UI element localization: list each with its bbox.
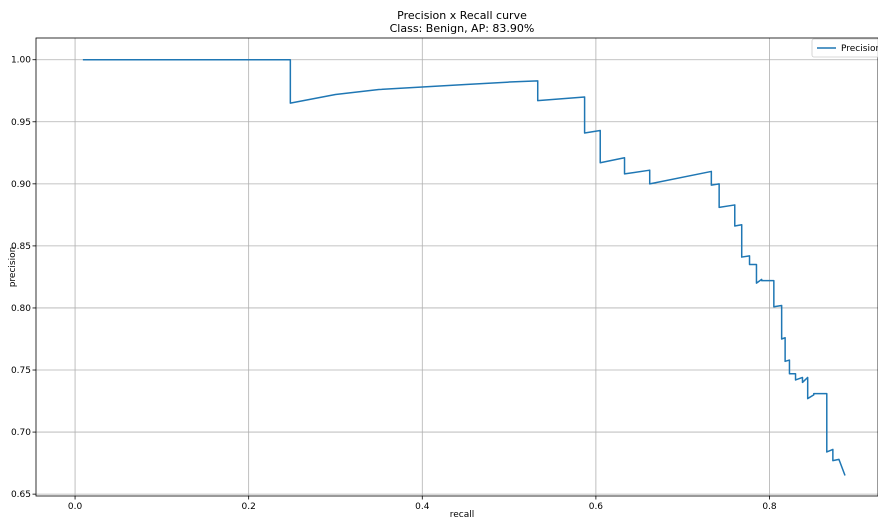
x-tick-label: 0.0 (68, 502, 83, 512)
y-tick-label: 0.90 (11, 180, 31, 190)
y-tick-label: 0.75 (11, 366, 31, 376)
x-tick-label: 0.4 (415, 502, 430, 512)
legend: Precision (811, 38, 878, 58)
x-tick-label: 0.8 (762, 502, 777, 512)
legend-box (811, 38, 878, 58)
y-tick-label: 0.95 (11, 118, 31, 128)
y-tick-label: 0.65 (11, 490, 31, 500)
y-tick-label: 0.85 (11, 242, 31, 252)
axis-ticks: 0.0 0.2 0.4 0.6 0.8 0.65 0.70 0.75 0.80 0.85 0.90 0… (11, 56, 777, 512)
series-line-precision (82, 58, 846, 476)
y-tick-label: 0.70 (11, 428, 31, 438)
y-tick-label: 1.00 (11, 56, 31, 66)
grid (36, 38, 878, 496)
legend-label-precision: Precision (841, 44, 878, 54)
x-axis-label: recall (450, 510, 475, 520)
x-tick-label: 0.2 (242, 502, 256, 512)
plot-frame (35, 37, 878, 497)
x-tick-label: 0.6 (589, 502, 604, 512)
y-tick-label: 0.80 (11, 304, 31, 314)
series-layer (82, 58, 846, 476)
y-axis-label: precision (8, 247, 18, 288)
chart-subtitle: Class: Benign, AP: 83.90% (390, 22, 535, 35)
chart-title: Precision x Recall curve (397, 9, 527, 22)
